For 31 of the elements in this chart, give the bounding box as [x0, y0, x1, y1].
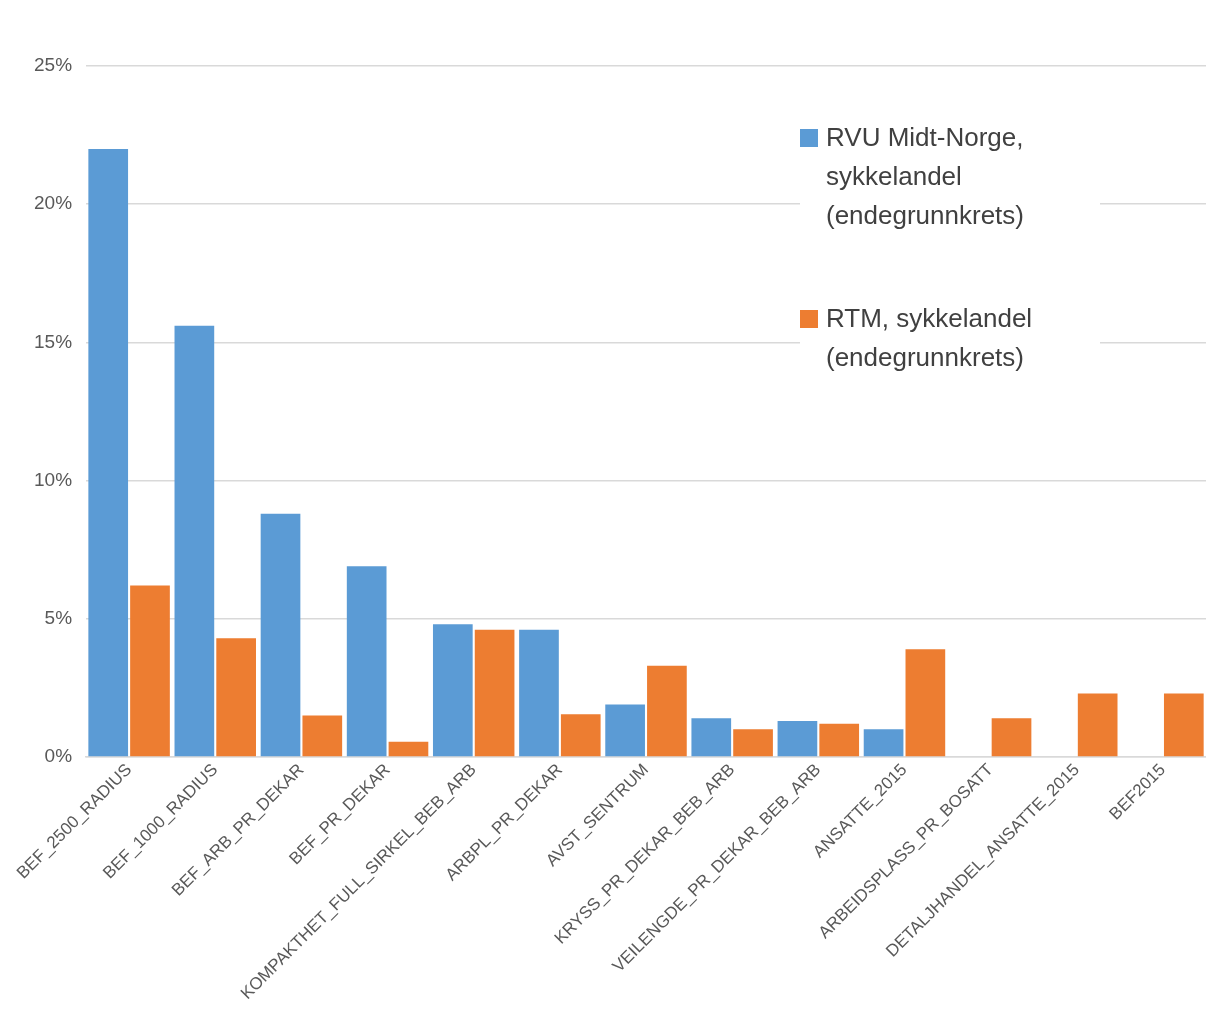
bar [863, 729, 904, 757]
bar [346, 566, 387, 757]
legend-label: RTM, sykkelandel (endegrunnkrets) [826, 302, 1034, 374]
bar [819, 723, 860, 757]
bar [905, 649, 946, 757]
bar [991, 718, 1032, 757]
bar [388, 741, 429, 757]
bar [130, 585, 170, 757]
bar [474, 629, 515, 757]
bar [560, 714, 601, 757]
bar [88, 148, 129, 757]
bar [691, 718, 732, 757]
bar [733, 729, 773, 757]
y-tick-label: 10% [34, 468, 73, 490]
bar [260, 513, 301, 757]
bar [605, 704, 645, 757]
y-tick-label: 0% [44, 745, 73, 767]
bar [777, 721, 818, 757]
bar [647, 665, 687, 757]
bar [1077, 693, 1118, 757]
bar [1163, 693, 1204, 757]
bar [216, 638, 256, 757]
bar [302, 715, 343, 757]
legend-label: RVU Midt-Norge, sykkelandel (endegrunnkrets) [826, 121, 1025, 232]
y-tick-label: 5% [44, 607, 73, 629]
bar [432, 624, 473, 757]
y-tick-label: 20% [34, 192, 73, 214]
y-tick-label: 15% [34, 330, 73, 352]
bar [174, 325, 215, 757]
y-tick-label: 25% [34, 54, 73, 76]
bar [519, 629, 559, 757]
